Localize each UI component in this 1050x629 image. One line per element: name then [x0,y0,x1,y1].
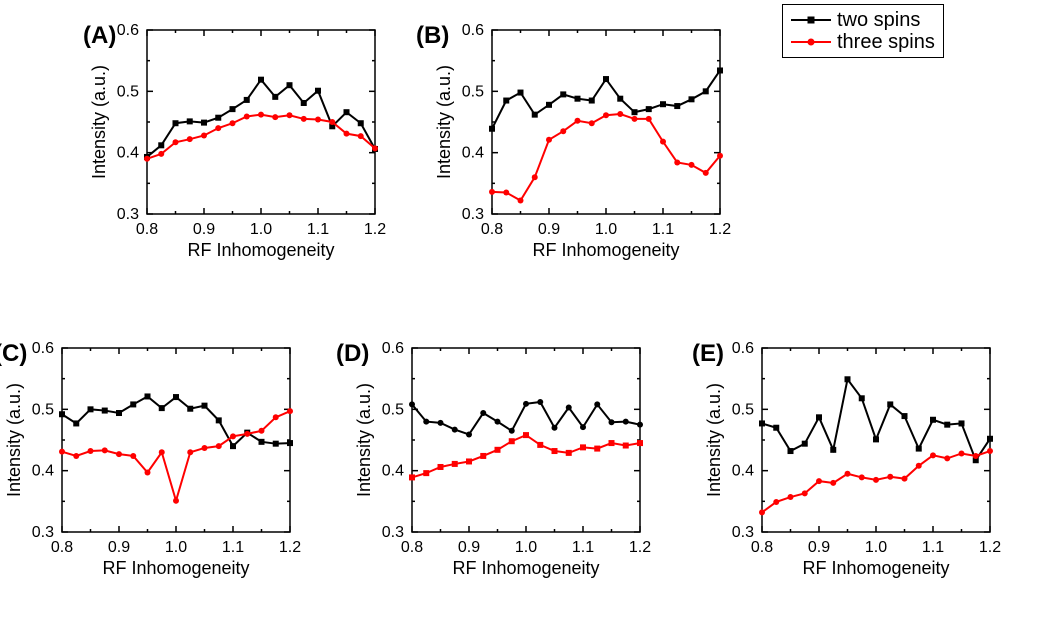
svg-text:0.4: 0.4 [462,145,484,162]
legend: two spins three spins [782,4,944,58]
svg-text:0.8: 0.8 [401,539,423,556]
svg-text:1.2: 1.2 [279,539,301,556]
svg-text:0.9: 0.9 [108,539,130,556]
svg-text:1.2: 1.2 [709,221,731,238]
chart-D: 0.8 0.9 1.0 1.1 1.2 0.3 0.4 0.5 0.6 RF Inhomogene… [350,330,660,590]
figure-root: two spins three spins (A) 0.8 0.9 1.0 1.1 1.2… [0,0,1050,629]
svg-text:0.3: 0.3 [732,524,754,541]
svg-text:0.9: 0.9 [458,539,480,556]
svg-text:0.5: 0.5 [462,83,484,100]
series-two_spins [62,396,290,446]
svg-text:0.8: 0.8 [51,539,73,556]
svg-text:1.2: 1.2 [629,539,651,556]
xlabel: RF Inhomogeneity [102,558,249,578]
svg-text:0.9: 0.9 [193,221,215,238]
svg-text:0.5: 0.5 [117,83,139,100]
svg-text:0.6: 0.6 [382,340,404,357]
legend-label-three-spins: three spins [837,31,935,54]
chart-A: 0.8 0.9 1.0 1.1 1.2 0.3 0.4 0.5 0.6 RF Inhomogene… [85,12,395,272]
svg-text:1.1: 1.1 [572,539,594,556]
panel-E: (E)0.80.91.01.11.20.30.40.50.6RF Inhomog… [700,330,1010,590]
series-three_spins [147,115,375,159]
svg-text:1.0: 1.0 [515,539,537,556]
ylabel: Intensity (a.u.) [89,65,109,179]
svg-text:0.6: 0.6 [462,22,484,39]
svg-text:0.3: 0.3 [382,524,404,541]
svg-text:1.1: 1.1 [652,221,674,238]
series-two_spins [147,80,375,157]
series-two_spins [412,402,640,435]
xlabel: RF Inhomogeneity [187,240,334,260]
svg-text:1.0: 1.0 [250,221,272,238]
svg-text:1.0: 1.0 [165,539,187,556]
svg-text:0.4: 0.4 [382,463,404,480]
svg-text:0.9: 0.9 [808,539,830,556]
svg-text:0.6: 0.6 [117,22,139,39]
panel-label-A: (A) [83,22,116,50]
svg-text:1.0: 1.0 [595,221,617,238]
legend-swatch-three-spins [791,36,831,48]
svg-text:0.3: 0.3 [32,524,54,541]
svg-text:0.9: 0.9 [538,221,560,238]
legend-item-three-spins: three spins [791,31,935,53]
ylabel: Intensity (a.u.) [354,383,374,497]
series-three_spins [412,435,640,477]
svg-text:0.5: 0.5 [382,401,404,418]
svg-text:0.5: 0.5 [32,401,54,418]
svg-text:0.4: 0.4 [117,145,139,162]
ylabel: Intensity (a.u.) [4,383,24,497]
svg-text:1.0: 1.0 [865,539,887,556]
series-two_spins [762,379,990,460]
legend-label-two-spins: two spins [837,9,920,32]
panel-A: (A) 0.8 0.9 1.0 1.1 1.2 0.3 0.4 0.5 0.6 RF Inhomog… [85,12,395,272]
ylabel: Intensity (a.u.) [434,65,454,179]
legend-swatch-two-spins [791,14,831,26]
svg-text:0.4: 0.4 [32,463,54,480]
legend-item-two-spins: two spins [791,9,935,31]
svg-text:0.3: 0.3 [117,206,139,223]
svg-text:1.1: 1.1 [222,539,244,556]
svg-text:0.6: 0.6 [32,340,54,357]
svg-text:1.1: 1.1 [307,221,329,238]
svg-text:0.6: 0.6 [732,340,754,357]
svg-text:0.8: 0.8 [481,221,503,238]
xlabel: RF Inhomogeneity [802,558,949,578]
svg-text:1.1: 1.1 [922,539,944,556]
xlabel: RF Inhomogeneity [452,558,599,578]
panel-D: (D)0.80.91.01.11.20.30.40.50.6RF Inhomog… [350,330,660,590]
svg-text:0.3: 0.3 [462,206,484,223]
chart-C: 0.8 0.9 1.0 1.1 1.2 0.3 0.4 0.5 0.6 RF Inhomogene… [0,330,310,590]
svg-text:1.2: 1.2 [364,221,386,238]
panel-label-B: (B) [416,22,449,50]
svg-text:1.2: 1.2 [979,539,1001,556]
panel-B: (B)0.80.91.01.11.20.30.40.50.6RF Inhomog… [430,12,740,272]
series-three_spins [62,411,290,501]
xlabel: RF Inhomogeneity [532,240,679,260]
chart-E: 0.8 0.9 1.0 1.1 1.2 0.3 0.4 0.5 0.6 RF Inhomogene… [700,330,1010,590]
svg-text:0.8: 0.8 [136,221,158,238]
ylabel: Intensity (a.u.) [704,383,724,497]
panel-label-E: (E) [692,340,724,368]
series-three_spins [492,114,720,200]
svg-text:0.4: 0.4 [732,463,754,480]
svg-text:0.5: 0.5 [732,401,754,418]
panel-label-C: (C) [0,340,27,368]
chart-B: 0.8 0.9 1.0 1.1 1.2 0.3 0.4 0.5 0.6 RF Inhomogene… [430,12,740,272]
panel-label-D: (D) [336,340,369,368]
panel-C: (C) 0.8 0.9 1.0 1.1 1.2 0.3 0.4 0.5 0.6 RF Inhomog… [0,330,310,590]
svg-text:0.8: 0.8 [751,539,773,556]
